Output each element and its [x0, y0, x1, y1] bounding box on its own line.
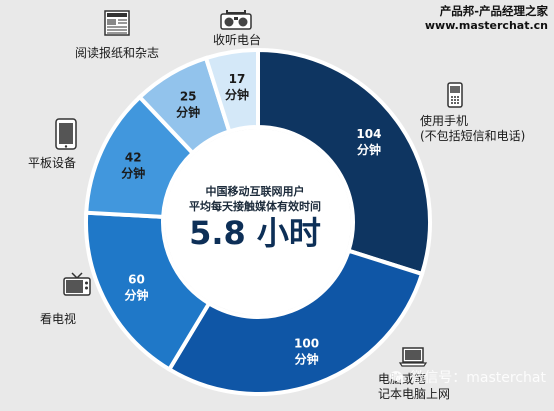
label-phone: 使用手机 (不包括短信和电话) [420, 114, 525, 144]
label-phone-line1: 使用手机 [420, 114, 469, 128]
label-newspaper: 阅读报纸和杂志 [75, 46, 160, 60]
mobile-phone-icon [447, 82, 463, 108]
label-computer-line2: 记本电脑上网 [378, 387, 451, 401]
label-computer: 电脑或笔 记本电脑上网 [378, 372, 450, 402]
slice-value-3: 42 [125, 150, 142, 164]
slice-value-1: 100 [294, 337, 319, 351]
radio-icon [220, 10, 252, 30]
laptop-icon [398, 347, 428, 367]
slice-unit-3: 分钟 [121, 165, 145, 180]
label-tablet: 平板设备 [28, 156, 77, 170]
tv-icon [63, 272, 91, 296]
slice-unit-0: 分钟 [357, 142, 381, 157]
donut-slice-0 [256, 47, 432, 277]
label-radio: 收听电台 [213, 33, 262, 47]
label-phone-line2: (不包括短信和电话) [420, 129, 526, 143]
center-caption-line1: 中国移动互联网用户 [205, 185, 305, 198]
slice-value-5: 17 [229, 72, 246, 86]
slice-value-0: 104 [356, 127, 381, 141]
slice-unit-4: 分钟 [176, 105, 200, 120]
center-caption-line2: 平均每天接触媒体有效时间 [189, 200, 321, 213]
slice-unit-5: 分钟 [225, 87, 249, 102]
watermark-text: 微信号：masterchat [410, 370, 546, 386]
slice-value-2: 60 [128, 272, 145, 286]
wechat-watermark: 微信号：masterchat [390, 367, 546, 387]
donut-slice-1 [166, 248, 425, 396]
center-total: 5.8 小时 [189, 214, 321, 252]
donut-slice-5 [203, 47, 260, 134]
newspaper-icon [104, 10, 130, 36]
slice-unit-1: 分钟 [295, 352, 319, 367]
label-tv: 看电视 [40, 312, 77, 326]
slice-value-4: 25 [180, 90, 197, 104]
brand-title: 产品邦-产品经理之家 [439, 4, 548, 18]
donut-slice-2 [84, 210, 212, 373]
tablet-icon [55, 118, 77, 150]
donut-center [165, 129, 351, 315]
brand-url[interactable]: www.masterchat.cn [424, 19, 548, 32]
wechat-icon [390, 371, 407, 383]
slice-unit-2: 分钟 [125, 287, 149, 302]
